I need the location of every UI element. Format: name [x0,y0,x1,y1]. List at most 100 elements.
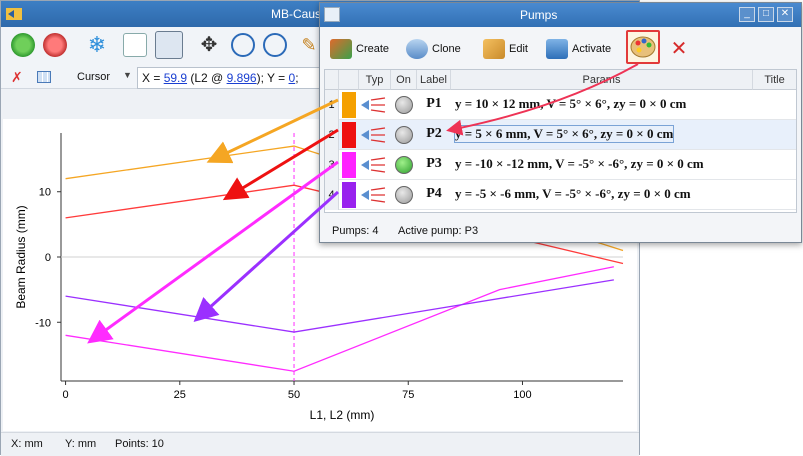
pumps-table: Typ On Label Params Title 1 P1 y = 10 × 12… [324,69,797,213]
x-tick-label: 50 [288,389,300,401]
pump-label: P4 [426,186,442,201]
axis-log-icon[interactable] [155,31,183,59]
row-number: 1 [325,90,339,120]
app-logo-icon [6,8,22,20]
clone-button-label: Clone [432,43,461,55]
status-bar: X: mm Y: mm Points: 10 [1,432,639,456]
pumps-title-bar[interactable]: Pumps _ □ ✕ [320,3,801,27]
pump-label: P1 [426,96,442,111]
pump-color-swatch[interactable] [342,152,356,178]
table-row[interactable]: 1 P1 y = 10 × 12 mm, V = 5° × 6°, zy = 0 ×… [325,90,796,120]
pumps-window: Pumps _ □ ✕ Create Clone Edit Activate ✕ [319,2,802,243]
coord-l2-value[interactable]: 9.896 [226,71,257,85]
coord-y-label: ); Y = [256,71,289,85]
minimize-icon[interactable]: _ [739,7,755,22]
color-palette-button[interactable] [626,30,660,64]
status-points: Points: 10 [115,438,164,450]
pump-color-swatch[interactable] [342,92,356,118]
pump-on-indicator[interactable] [395,126,413,144]
table-row[interactable]: 2 P2 y = 5 × 6 mm, V = 5° × 6°, zy = 0 × 0… [325,120,796,150]
pump-on-indicator[interactable] [395,156,413,174]
coord-y-value[interactable]: 0 [288,71,296,85]
x-tick-label: 75 [402,389,414,401]
color-column-header [339,70,359,90]
maximize-icon[interactable]: □ [758,7,774,22]
pumps-toolbar: Create Clone Edit Activate ✕ [320,29,801,67]
row-number: 4 [325,180,339,210]
pump-label: P2 [426,126,442,141]
coord-x-value[interactable]: 59.9 [163,71,188,85]
activate-button[interactable]: Activate [546,37,611,61]
pumps-window-title: Pumps [520,8,558,22]
pump-on-indicator[interactable] [395,186,413,204]
table-row[interactable]: 4 P4 y = -5 × -6 mm, V = -5° × -6°, zy = 0… [325,180,796,210]
zoom-fit-icon[interactable]: ✥ [200,34,218,56]
refresh-all-icon[interactable] [43,33,67,57]
pump-params: y = 5 × 6 mm, V = 5° × 6°, zy = 0 × 0 cm [453,125,675,143]
create-icon [330,39,352,59]
pump-color-swatch[interactable] [342,182,356,208]
pump-params: y = 10 × 12 mm, V = 5° × 6°, zy = 0 × 0 … [455,96,687,111]
pumps-status-bar: Pumps: 4 Active pump: P3 [320,219,801,243]
pump-color-swatch[interactable] [342,122,356,148]
edit-button-label: Edit [509,43,528,55]
edit-button[interactable]: Edit [483,37,528,61]
coord-x-label: X = [142,71,164,85]
status-y-units: Y: mm [65,438,97,450]
table-row[interactable]: 3 P3 y = -10 × -12 mm, V = -5° × -6°, zy =… [325,150,796,180]
pump-label: P3 [426,156,442,171]
close-icon[interactable]: ✕ [777,7,793,22]
row-number-header [325,70,339,90]
activate-button-label: Activate [572,43,612,55]
y-tick-label: -10 [35,317,51,329]
pumps-window-icon [324,7,340,22]
y-tick-label: 0 [45,252,51,264]
coord-l2-prefix: (L2 @ [187,71,227,85]
label-column-header[interactable]: Label [417,70,451,90]
x-tick-label: 100 [513,389,531,401]
y-axis-label: Beam Radius (mm) [14,205,28,308]
delete-button[interactable]: ✕ [668,37,690,61]
cursor-row: ✗ Cursor ▼ X = 59.9 (L2 @ 9.896); Y = 0; [1,63,639,91]
beam-series-line [65,266,614,372]
chevron-down-icon[interactable]: ▼ [123,70,132,80]
title-column-header[interactable]: Title [753,70,796,90]
delete-icon: ✕ [670,38,688,60]
pump-type-icon [361,97,386,113]
params-column-header[interactable]: Params [451,70,753,90]
status-x-units: X: mm [11,438,43,450]
zoom-in-icon[interactable] [231,33,255,57]
pumps-count: Pumps: 4 [332,225,379,237]
row-number: 2 [325,120,339,150]
palette-icon [630,36,656,58]
on-column-header[interactable]: On [391,70,417,90]
edit-icon [483,39,505,59]
pump-params: y = -10 × -12 mm, V = -5° × -6°, zy = 0 … [455,156,704,171]
refresh-icon[interactable] [11,33,35,57]
grid-toggle-icon[interactable] [37,71,51,83]
cursor-mode-label[interactable]: Cursor [77,71,111,83]
typ-column-header[interactable]: Typ [359,70,391,90]
axis-text-icon[interactable] [123,33,147,57]
x-tick-label: 25 [174,389,186,401]
pump-type-icon [361,157,386,173]
x-tick-label: 0 [63,389,69,401]
cursor-tool-icon[interactable]: ✗ [11,69,23,85]
main-window-title: MB-Caust [271,7,325,21]
pump-params: y = -5 × -6 mm, V = -5° × -6°, zy = 0 × … [455,186,691,201]
create-button-label: Create [356,43,390,55]
pump-on-indicator[interactable] [395,96,413,114]
coord-y-end: ; [295,71,299,85]
zoom-out-icon[interactable] [263,33,287,57]
pump-type-icon [361,187,386,203]
y-tick-label: 10 [39,187,51,199]
create-button[interactable]: Create [330,37,389,61]
pump-type-icon [361,127,386,143]
clone-button[interactable]: Clone [406,37,461,61]
activate-icon [546,39,568,59]
clone-icon [406,39,428,59]
freeze-icon[interactable]: ❄ [87,32,107,57]
cursor-coordinates-field[interactable]: X = 59.9 (L2 @ 9.896); Y = 0; [137,67,347,89]
pencil-icon[interactable]: ✎ [301,35,317,55]
beam-series-line [65,279,614,333]
